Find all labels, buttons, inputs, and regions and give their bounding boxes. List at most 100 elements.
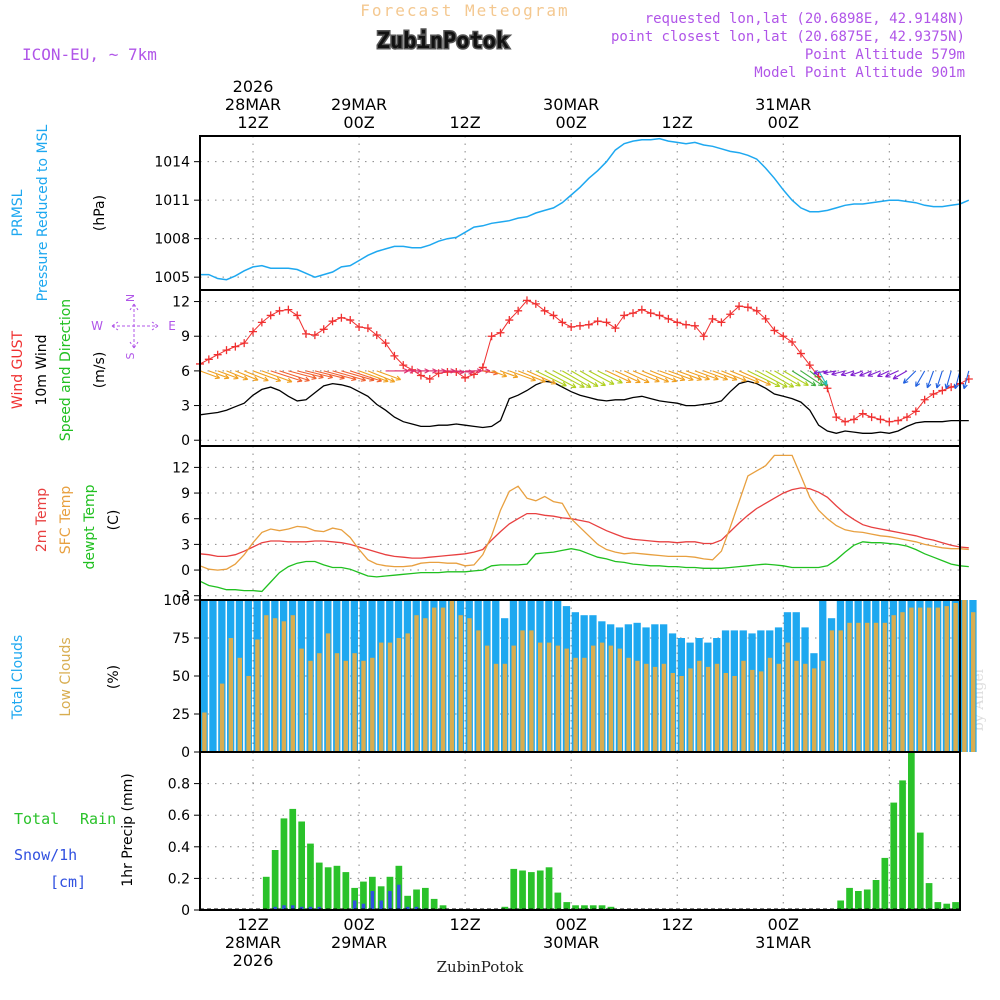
wind-arrow <box>885 370 899 378</box>
gust-marker <box>461 373 470 382</box>
low-cloud-bar <box>476 630 481 752</box>
wind-arrow <box>712 370 738 381</box>
gust-marker <box>231 342 240 351</box>
low-cloud-bar <box>608 645 614 752</box>
rain-bar <box>422 887 429 910</box>
low-cloud-bar <box>264 615 269 752</box>
y-tick-label: 0 <box>181 433 190 449</box>
ylabel-total-clouds: Total Clouds <box>10 635 26 720</box>
low-cloud-bar <box>723 673 728 752</box>
low-cloud-bar <box>564 648 569 752</box>
rain-bar <box>377 886 385 910</box>
rain-bar <box>863 889 871 910</box>
low-cloud-bar <box>485 645 490 752</box>
gust-marker <box>920 395 929 404</box>
y-tick-label: 0.4 <box>168 840 190 856</box>
ylabel-ms: (m/s) <box>92 352 108 389</box>
gust-marker <box>690 321 699 330</box>
gust-marker <box>204 355 213 364</box>
legend-cm: [cm] <box>50 873 86 891</box>
low-cloud-bar <box>838 630 843 752</box>
panel-frame <box>199 751 961 911</box>
gust-marker <box>832 413 841 422</box>
low-cloud-bar <box>555 645 561 752</box>
rain-bar <box>554 892 562 910</box>
wind-arrow <box>588 370 615 385</box>
wind-arrow <box>774 370 801 387</box>
dewpoint-line <box>199 541 969 593</box>
low-cloud-bar <box>767 657 773 752</box>
closest-coords: point closest lon,lat (20.6875E, 42.9375… <box>611 29 965 45</box>
wind-arrow <box>632 370 660 383</box>
gust-marker <box>637 305 646 314</box>
gust-marker <box>416 371 425 380</box>
wind-arrow <box>823 369 837 376</box>
low-cloud-bar <box>847 622 852 752</box>
wind-arrow <box>270 370 303 383</box>
panel-clouds: 0 25 50 75 100 Total Clouds Low Clouds (%) <box>10 593 977 761</box>
time-label-top: 12Z <box>449 113 480 132</box>
compass-legend: N W E S <box>91 294 176 360</box>
gust-marker <box>576 321 584 330</box>
snow-bar <box>361 903 366 910</box>
legend-rain: Rain <box>80 810 116 828</box>
low-cloud-bar <box>812 668 817 752</box>
low-cloud-bar <box>379 642 384 752</box>
y-tick-label: 0 <box>181 745 190 761</box>
low-cloud-bar <box>750 669 755 752</box>
wind-arrow <box>500 370 519 379</box>
rain-bar <box>908 752 915 910</box>
wind-arrow <box>243 370 269 382</box>
gust-marker <box>894 416 903 425</box>
low-cloud-bar <box>820 660 826 752</box>
plot-panels: 1005 1008 1011 1014 PRMSL Pressure Reduced to… <box>10 77 977 970</box>
rain-bar <box>324 867 332 910</box>
gust-marker <box>584 320 593 329</box>
snow-bar <box>397 884 401 910</box>
y-tick-label: 100 <box>163 593 190 609</box>
y-tick-label: 0.6 <box>168 808 190 824</box>
ylabel-precip: 1hr Precip (mm) <box>120 773 136 886</box>
gust-marker <box>735 302 744 311</box>
gust-marker <box>399 361 408 370</box>
gust-marker <box>876 415 885 424</box>
gust-marker <box>293 311 302 320</box>
wind-arrow <box>376 370 402 381</box>
compass-s: S <box>124 352 137 359</box>
y-tick-label: 3 <box>181 537 190 553</box>
ylabel-speed-dir: Speed and Direction <box>58 299 74 441</box>
gust-marker <box>726 310 735 319</box>
gust-marker <box>531 299 540 308</box>
total-cloud-bar <box>209 600 217 752</box>
gust-marker <box>213 350 222 359</box>
time-label-top: 31MAR <box>755 95 811 114</box>
y-tick-label: 12 <box>172 460 190 476</box>
gust-marker <box>788 338 797 346</box>
wind-arrow <box>615 370 641 384</box>
gust-marker <box>646 309 655 318</box>
low-cloud-bar <box>661 663 667 752</box>
low-cloud-bar <box>334 653 340 752</box>
rain-bar <box>581 905 588 910</box>
rain-bar <box>872 880 880 910</box>
compass-arrows <box>111 303 159 349</box>
gust-marker <box>266 311 275 320</box>
time-label-bottom: 30MAR <box>543 933 599 952</box>
sfc-temp-line <box>199 454 969 571</box>
gust-marker <box>717 318 726 327</box>
wind-arrow <box>765 370 795 388</box>
y-tick-label: 25 <box>172 707 190 723</box>
low-cloud-bar <box>272 618 278 752</box>
gust-marker <box>310 331 319 340</box>
gust-marker <box>947 383 956 392</box>
low-cloud-bar <box>626 657 631 752</box>
low-cloud-bar <box>343 660 348 752</box>
rain-bar <box>899 780 906 910</box>
gust-marker <box>699 332 708 341</box>
low-cloud-bar <box>511 645 516 752</box>
ylabel-percent: (%) <box>106 665 122 689</box>
ylabel-prmsl: PRMSL <box>10 189 26 236</box>
gust-marker <box>593 317 602 326</box>
gust-marker <box>743 303 752 312</box>
wind-arrow <box>944 370 952 390</box>
